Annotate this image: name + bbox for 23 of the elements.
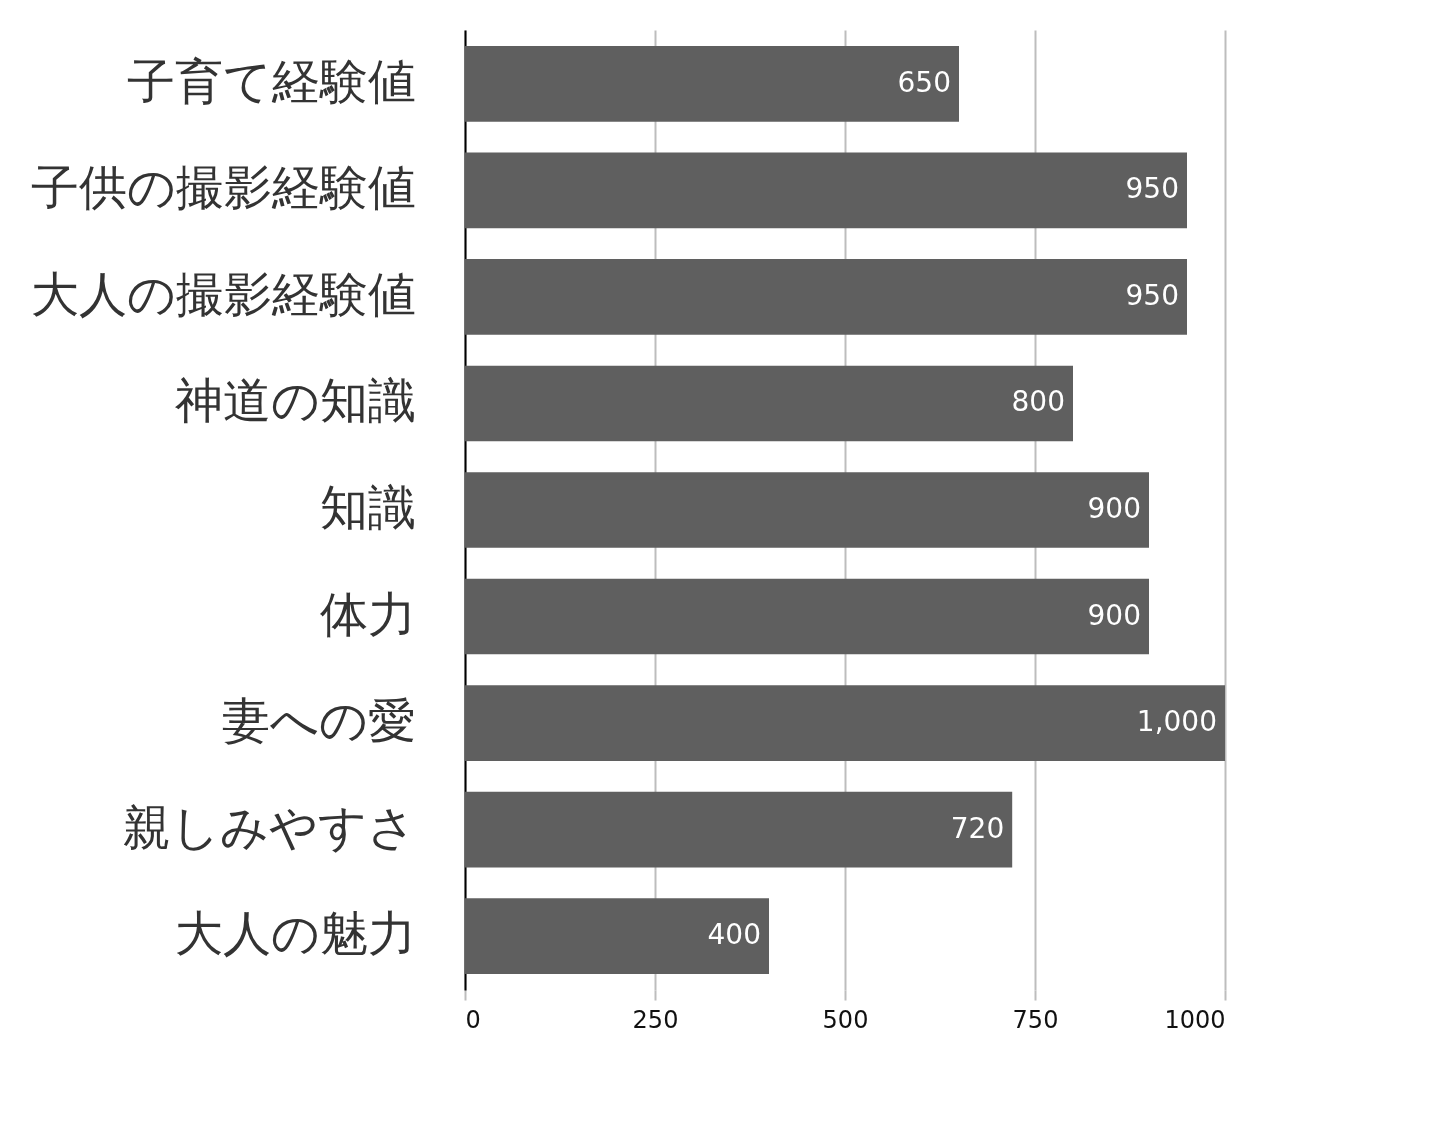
data-label: 720: [950, 811, 1005, 845]
x-tick-label: 750: [1012, 1005, 1059, 1034]
x-tick-label: 1000: [1164, 1005, 1226, 1034]
x-tick-label: 0: [465, 1005, 481, 1034]
y-tick-label: 大人の魅力: [174, 905, 416, 962]
x-tick-label: 250: [632, 1005, 679, 1034]
data-label: 950: [1125, 278, 1179, 312]
y-tick-label: 体力: [319, 585, 416, 642]
data-label: 900: [1087, 492, 1141, 525]
data-label: 1,000: [1136, 705, 1217, 739]
data-label: 900: [1087, 598, 1141, 632]
data-label: 400: [707, 918, 761, 952]
y-tick-label: 大人の撮影経験値: [30, 265, 416, 322]
y-tick-label: 子供の撮影経験値: [30, 159, 416, 216]
data-label: 650: [897, 65, 951, 99]
x-tick-label: 500: [822, 1005, 869, 1034]
y-tick-label: 子育て経験値: [126, 52, 416, 109]
data-label: 800: [1011, 385, 1065, 419]
data-label: 950: [1125, 172, 1179, 206]
y-tick-label: 親しみやすさ: [122, 798, 416, 855]
y-tick-label: 知識: [319, 479, 416, 535]
y-tick-label: 妻への愛: [221, 692, 416, 749]
y-tick-label: 神道の知識: [174, 372, 416, 429]
